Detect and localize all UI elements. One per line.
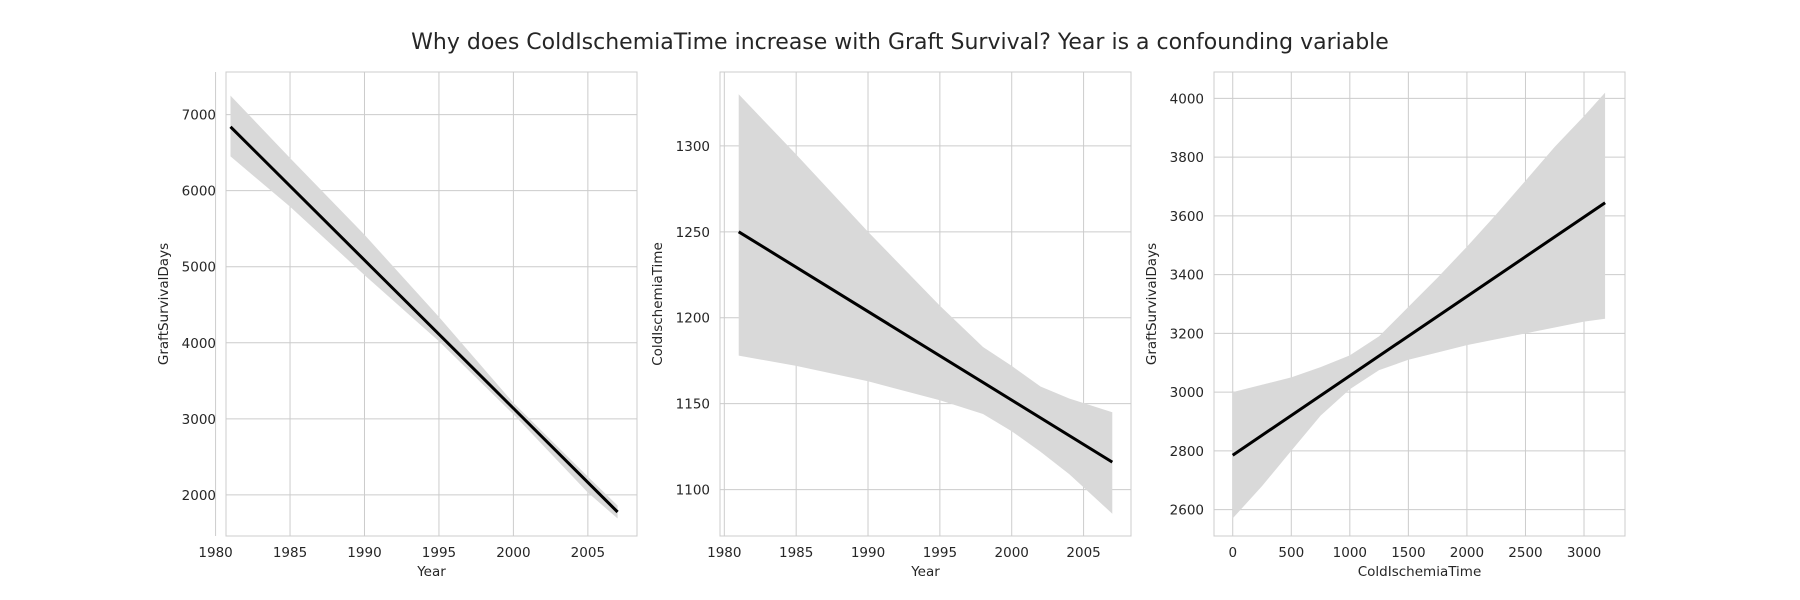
plot-frame (225, 71, 638, 537)
x-tick-label: 1995 (422, 545, 456, 561)
x-tick-label: 3000 (1567, 545, 1601, 561)
y-tick-label: 1250 (676, 225, 710, 241)
x-tick-label: 2005 (1066, 545, 1100, 561)
y-tick-label: 2000 (182, 488, 216, 504)
x-tick-label: 1500 (1391, 545, 1425, 561)
regression-line (1231, 201, 1606, 457)
x-tick-label: 1985 (273, 545, 307, 561)
x-tick-label: 2000 (1450, 545, 1484, 561)
confidence-band (1232, 92, 1606, 519)
y-tick-label: 7000 (182, 108, 216, 124)
y-tick-label: 1300 (676, 139, 710, 155)
x-tick-label: 1990 (347, 545, 381, 561)
y-tick-label: 4000 (1170, 91, 1204, 107)
y-tick-label: 3800 (1170, 150, 1204, 166)
y-axis-label: GraftSurvivalDays (1144, 243, 1160, 365)
x-tick-label: 2000 (496, 545, 530, 561)
subplot-3: 0 500 1000 1500 2000 2500 3000 2600 2800 3000 3200… (1144, 71, 1626, 580)
x-axis-label: Year (416, 564, 446, 580)
plot-frame (719, 71, 1132, 537)
x-tick-label: 1990 (851, 545, 885, 561)
subplot-2: 1980 1985 1990 1995 2000 2005 1100 1150 1200 1250… (650, 71, 1132, 580)
y-tick-label: 2600 (1170, 503, 1204, 519)
x-axis-label: ColdIschemiaTime (1358, 564, 1482, 580)
x-tick-label: 2005 (571, 545, 605, 561)
subplot-1: 1980 1985 1990 1995 2000 2005 2000 3000 4000 5000… (156, 71, 638, 580)
y-tick-label: 3600 (1170, 209, 1204, 225)
x-tick-label: 1980 (707, 545, 741, 561)
y-tick-label: 5000 (182, 260, 216, 276)
x-tick-label: 1000 (1333, 545, 1367, 561)
x-tick-label: 500 (1278, 545, 1304, 561)
y-tick-label: 3400 (1170, 268, 1204, 284)
x-tick-label: 1995 (923, 545, 957, 561)
x-tick-label: 1980 (198, 545, 232, 561)
y-axis-label: GraftSurvivalDays (156, 243, 172, 365)
plot-frame (1213, 71, 1626, 537)
regression-line (737, 230, 1114, 464)
confidence-band (738, 94, 1113, 514)
y-tick-label: 4000 (182, 336, 216, 352)
y-tick-label: 3000 (182, 412, 216, 428)
y-tick-label: 1100 (676, 483, 710, 499)
y-tick-label: 1150 (676, 397, 710, 413)
figure-title: Why does ColdIschemiaTime increase with … (411, 30, 1389, 55)
x-tick-label: 2000 (995, 545, 1029, 561)
y-tick-label: 2800 (1170, 444, 1204, 460)
x-tick-label: 0 (1228, 545, 1237, 561)
x-axis-label: Year (910, 564, 940, 580)
regression-line (229, 125, 619, 514)
confidence-band (230, 95, 618, 519)
y-tick-label: 3000 (1170, 385, 1204, 401)
x-tick-label: 1985 (779, 545, 813, 561)
y-tick-label: 1200 (676, 311, 710, 327)
x-tick-label: 2500 (1508, 545, 1542, 561)
y-tick-label: 3200 (1170, 326, 1204, 342)
y-tick-label: 6000 (182, 184, 216, 200)
y-axis-label: ColdIschemiaTime (650, 242, 666, 366)
